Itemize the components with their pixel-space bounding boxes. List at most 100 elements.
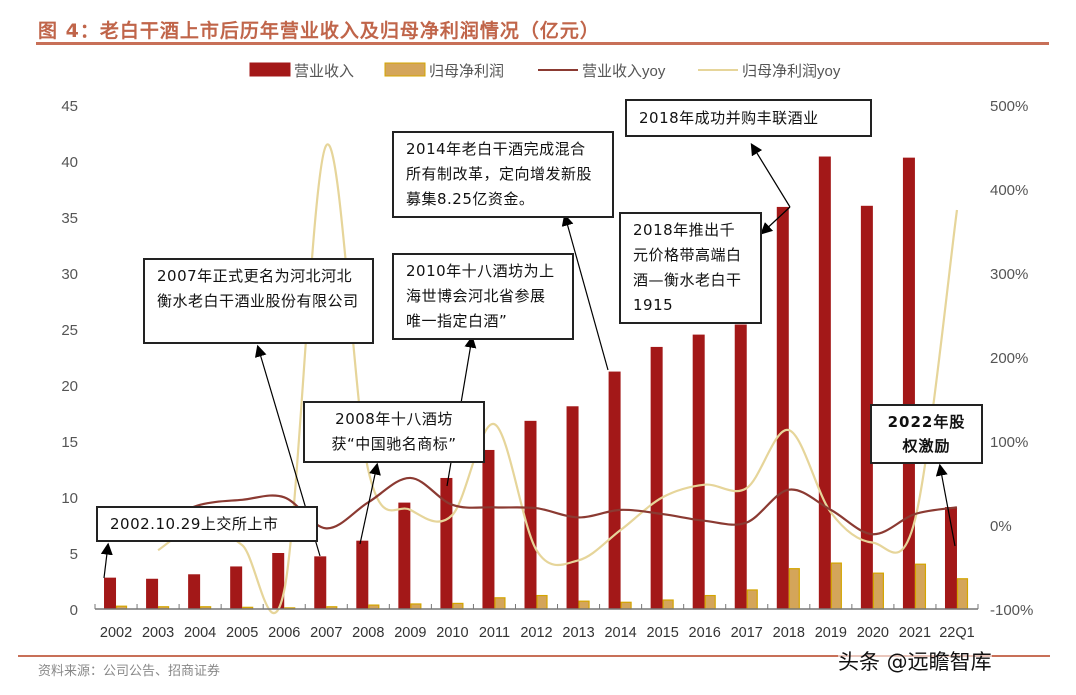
x-tick-label: 2010 xyxy=(436,625,468,641)
left-tick-label: 25 xyxy=(61,322,78,339)
left-tick-label: 40 xyxy=(61,154,78,171)
x-tick-label: 2013 xyxy=(562,625,594,641)
right-tick-label: 200% xyxy=(990,350,1028,367)
annotation-arrow xyxy=(561,213,609,371)
x-tick-label: 2003 xyxy=(142,625,174,641)
revenue-bar xyxy=(734,324,747,609)
annotation-rename-2007: 2007年正式更名为河北河北衡水老白干酒业股份有限公司 xyxy=(143,258,374,344)
title-divider xyxy=(36,42,1049,45)
left-tick-label: 0 xyxy=(70,602,78,619)
revenue-bar xyxy=(146,578,159,609)
net-profit-bar xyxy=(830,562,842,610)
annotation-arrow xyxy=(935,463,956,547)
x-tick-label: 2019 xyxy=(815,625,847,641)
revenue-bar xyxy=(566,406,579,609)
x-tick-label: 2021 xyxy=(899,625,931,641)
annotation-arrow xyxy=(750,142,791,208)
revenue-bar xyxy=(524,420,537,609)
left-tick-label: 45 xyxy=(61,98,78,115)
revenue-bar xyxy=(776,206,789,610)
revenue-bar xyxy=(314,556,327,609)
net-profit-bar xyxy=(494,597,506,610)
x-tick-label: 2014 xyxy=(604,625,636,641)
net-profit-bar xyxy=(872,572,884,610)
right-axis: -100% 0% 100% 200% 300% 400% 500% xyxy=(990,98,1033,619)
x-tick-label: 22Q1 xyxy=(939,625,974,641)
x-tick-label: 2002 xyxy=(100,625,132,641)
revenue-bar xyxy=(860,205,873,610)
left-tick-label: 10 xyxy=(61,490,78,507)
revenue-bar xyxy=(692,334,705,609)
revenue-bar xyxy=(104,577,117,609)
left-tick-label: 30 xyxy=(61,266,78,283)
net-profit-bar xyxy=(536,594,548,610)
legend-label: 归母净利润yoy xyxy=(742,63,841,80)
revenue-bar xyxy=(398,502,411,609)
annotation-arrow xyxy=(100,542,113,579)
right-tick-label: 0% xyxy=(990,518,1012,535)
x-tick-label: 2005 xyxy=(226,625,258,641)
legend-label: 营业收入yoy xyxy=(582,63,666,80)
net-profit-bar xyxy=(914,563,927,610)
annotation-expo-2010: 2010年十八酒坊为上海世博会河北省参展唯一指定白酒” xyxy=(392,253,574,340)
x-tick-label: 2006 xyxy=(268,625,300,641)
x-tick-label: 2018 xyxy=(773,625,805,641)
x-tick-label: 2009 xyxy=(394,625,426,641)
legend-swatch xyxy=(384,62,426,77)
x-tick-label: 2020 xyxy=(857,625,889,641)
annotation-incentive-2022: 2022年股权激励 xyxy=(870,404,983,464)
net-profit-bar xyxy=(704,594,716,610)
x-tick-label: 2015 xyxy=(647,625,679,641)
figure-title: 图 4：老白干酒上市后历年营业收入及归母净利润情况（亿元） xyxy=(38,20,600,42)
left-tick-label: 15 xyxy=(61,434,78,451)
x-tick-label: 2007 xyxy=(310,625,342,641)
right-tick-label: 300% xyxy=(990,266,1028,283)
net-profit-bar xyxy=(410,603,422,610)
legend-swatch xyxy=(249,62,291,77)
legend-label: 营业收入 xyxy=(294,63,354,80)
annotation-trademark-2008: 2008年十八酒坊获“中国驰名商标” xyxy=(303,401,485,463)
revenue-bar xyxy=(272,553,285,609)
revenue-bar xyxy=(650,346,663,609)
net-profit-bar xyxy=(662,599,674,610)
legend-label: 归母净利润 xyxy=(429,63,504,80)
revenue-bar xyxy=(902,157,915,609)
x-tick-label: 2012 xyxy=(520,625,552,641)
x-tick-label: 2008 xyxy=(352,625,384,641)
revenue-bar xyxy=(440,477,453,609)
source-note: 资料来源：公司公告、招商证券 xyxy=(38,664,221,679)
chart: 营业收入 归母净利润 营业收入yoy 归母净利润yoy 0 5 10 15 20 25 30 35 4… xyxy=(61,62,1033,641)
legend: 营业收入 归母净利润 营业收入yoy 归母净利润yoy xyxy=(249,62,841,80)
x-tick-label: 2004 xyxy=(184,625,216,641)
annotation-acquisition-2018: 2018年成功并购丰联酒业 xyxy=(625,99,872,137)
annotation-ipo: 2002.10.29上交所上市 xyxy=(96,506,318,542)
revenue-bar xyxy=(482,449,495,609)
annotation-arrow xyxy=(359,462,381,545)
x-tick-label: 2011 xyxy=(479,625,510,641)
right-tick-label: -100% xyxy=(990,602,1033,619)
revenue-bar xyxy=(608,371,621,609)
left-tick-label: 20 xyxy=(61,378,78,395)
left-axis: 0 5 10 15 20 25 30 35 40 45 xyxy=(61,98,78,619)
revenue-bar xyxy=(188,574,201,609)
annotation-product-2018: 2018年推出千元价格带高端白酒—衡水老白干1915 xyxy=(619,212,762,324)
net-profit-bar xyxy=(788,568,800,610)
net-profit-bar xyxy=(956,578,969,610)
right-tick-label: 500% xyxy=(990,98,1028,115)
annotation-arrow xyxy=(760,206,791,235)
footer-divider xyxy=(18,655,1050,657)
revenue-bar xyxy=(356,540,369,609)
revenue-bar xyxy=(944,507,957,609)
revenue-bar xyxy=(230,566,243,609)
right-tick-label: 100% xyxy=(990,434,1028,451)
x-tick-label: 2016 xyxy=(689,625,721,641)
net-profit-bar xyxy=(620,601,632,610)
revenue-yoy-line xyxy=(157,476,958,536)
left-tick-label: 35 xyxy=(61,210,78,227)
net-profit-bar xyxy=(746,589,758,610)
net-profit-bar xyxy=(452,602,464,610)
x-tick-label: 2017 xyxy=(731,625,763,641)
revenue-bar xyxy=(818,156,831,609)
annotation-reform-2014: 2014年老白干酒完成混合所有制改革，定向增发新股募集8.25亿资金。 xyxy=(392,131,614,218)
